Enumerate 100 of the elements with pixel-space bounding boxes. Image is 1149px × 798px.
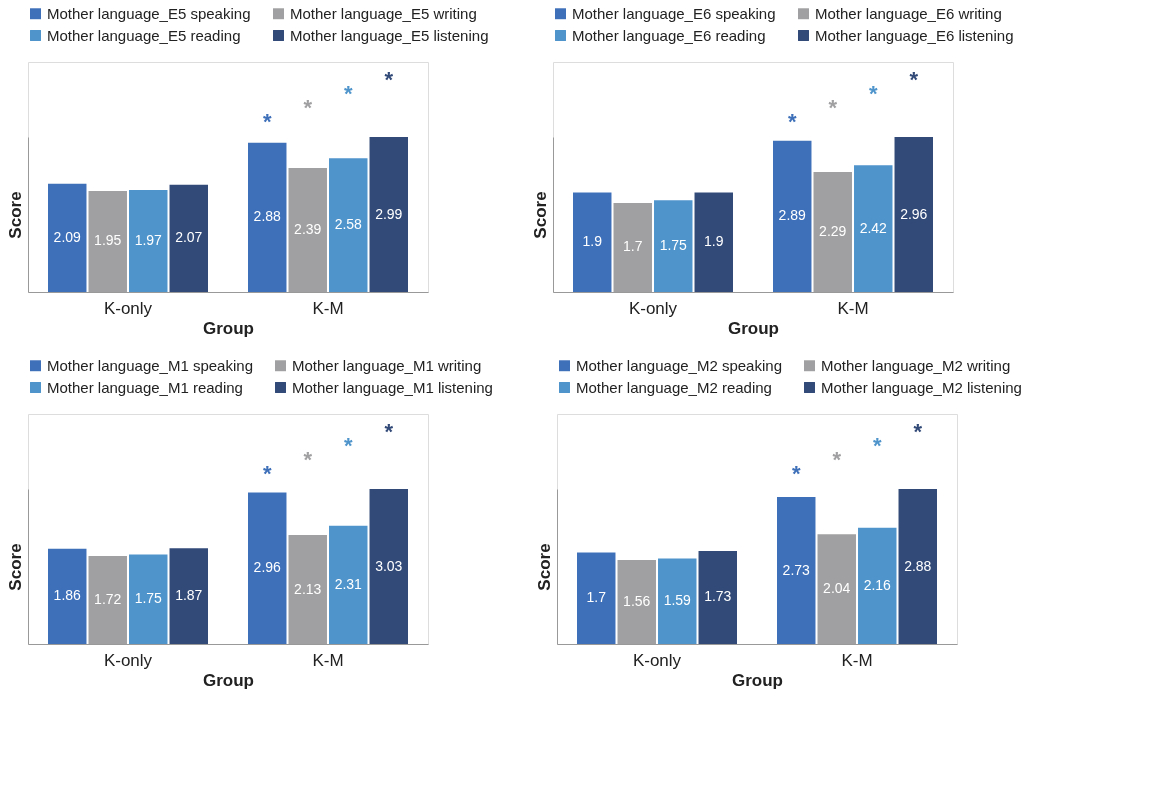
bar bbox=[129, 189, 168, 292]
bar bbox=[654, 200, 693, 292]
legend-label: Mother language_M2 writing bbox=[821, 356, 1011, 374]
y-axis-title: Score bbox=[530, 191, 550, 239]
data-label: 2.42 bbox=[859, 219, 888, 236]
legend-label: Mother language_E6 listening bbox=[815, 26, 1014, 44]
data-label: 2.16 bbox=[863, 576, 892, 593]
bar bbox=[773, 140, 812, 292]
bar bbox=[48, 183, 87, 292]
data-label: 2.29 bbox=[819, 223, 847, 240]
text: * bbox=[909, 67, 919, 92]
text: * bbox=[832, 447, 842, 472]
legend-label: Mother language_M1 speaking bbox=[47, 356, 253, 374]
data-label: 1.7 bbox=[623, 238, 643, 255]
data-label: 1.75 bbox=[134, 590, 163, 607]
x-axis-title: Group bbox=[203, 670, 254, 690]
data-label: 3.03 bbox=[375, 557, 403, 574]
data-label: 2.31 bbox=[334, 575, 363, 592]
legend-label: Mother language_E6 reading bbox=[572, 26, 766, 44]
data-label: 2.39 bbox=[294, 221, 322, 238]
data-label: 1.56 bbox=[623, 593, 651, 610]
text: * bbox=[384, 67, 394, 92]
text: * bbox=[343, 433, 353, 458]
x-tick-label: K-M bbox=[312, 298, 344, 318]
bar bbox=[577, 552, 616, 644]
legend-label: Mother language_M1 listening bbox=[292, 378, 493, 396]
data-label: 1.9 bbox=[582, 233, 603, 250]
legend-label: Mother language_E5 listening bbox=[290, 26, 489, 44]
legend-label: Mother language_M2 reading bbox=[576, 378, 772, 396]
legend-label: Mother language_M2 speaking bbox=[576, 356, 782, 374]
bar bbox=[248, 492, 287, 644]
text: * bbox=[868, 81, 878, 106]
x-axis-title: Group bbox=[732, 670, 783, 690]
legend-label: Mother language_M1 reading bbox=[47, 378, 243, 396]
bar bbox=[369, 489, 408, 644]
x-tick-label: K-only bbox=[103, 650, 153, 670]
data-label: 1.9 bbox=[704, 233, 724, 250]
bar bbox=[329, 525, 368, 644]
data-label: 1.97 bbox=[134, 231, 163, 248]
legend-label: Mother language_E6 writing bbox=[815, 4, 1002, 22]
x-tick-label: K-M bbox=[841, 650, 873, 670]
bar bbox=[129, 554, 168, 644]
data-label: 2.04 bbox=[823, 580, 851, 597]
y-axis-title: Score bbox=[5, 191, 25, 239]
text: * bbox=[791, 461, 801, 486]
data-label: 2.73 bbox=[782, 561, 811, 578]
legend-label: Mother language_M2 listening bbox=[821, 378, 1022, 396]
data-label: 1.95 bbox=[94, 232, 122, 249]
data-label: 2.88 bbox=[904, 557, 932, 574]
legend-label: Mother language_E5 writing bbox=[290, 4, 477, 22]
text: * bbox=[262, 109, 272, 134]
bar bbox=[858, 527, 897, 644]
data-label: 2.13 bbox=[294, 580, 322, 597]
data-label: 1.7 bbox=[586, 589, 607, 606]
bar bbox=[169, 184, 208, 292]
data-label: 1.86 bbox=[53, 587, 82, 604]
data-label: 1.75 bbox=[659, 237, 688, 254]
bar bbox=[573, 192, 612, 292]
data-label: 1.72 bbox=[94, 591, 122, 608]
y-axis-title: Score bbox=[5, 543, 25, 591]
legend-label: Mother language_E5 speaking bbox=[47, 4, 251, 22]
data-label: 1.73 bbox=[704, 588, 732, 605]
bar bbox=[169, 548, 208, 644]
text: * bbox=[872, 433, 882, 458]
data-label: 2.58 bbox=[334, 216, 363, 233]
data-label: 2.07 bbox=[175, 229, 203, 246]
bar bbox=[248, 142, 287, 292]
bar bbox=[694, 192, 733, 292]
x-tick-label: K-only bbox=[632, 650, 682, 670]
bar bbox=[854, 165, 893, 292]
x-axis-title: Group bbox=[203, 318, 254, 338]
bar bbox=[777, 497, 816, 644]
data-label: 2.96 bbox=[900, 205, 928, 222]
bar bbox=[894, 137, 933, 292]
bar bbox=[369, 137, 408, 292]
bar bbox=[48, 548, 87, 644]
text: * bbox=[787, 109, 797, 134]
bar bbox=[698, 550, 737, 644]
data-label: 2.99 bbox=[375, 205, 403, 222]
data-label: 2.96 bbox=[253, 559, 282, 576]
text: * bbox=[303, 447, 313, 472]
x-axis-title: Group bbox=[728, 318, 779, 338]
x-tick-label: K-only bbox=[103, 298, 153, 318]
bar bbox=[329, 158, 368, 292]
legend-label: Mother language_E5 reading bbox=[47, 26, 241, 44]
text: * bbox=[343, 81, 353, 106]
x-tick-label: K-only bbox=[628, 298, 678, 318]
x-tick-label: K-M bbox=[837, 298, 869, 318]
text: * bbox=[303, 95, 313, 120]
legend-label: Mother language_E6 speaking bbox=[572, 4, 776, 22]
x-tick-label: K-M bbox=[312, 650, 344, 670]
data-label: 1.59 bbox=[663, 592, 692, 609]
data-label: 1.87 bbox=[175, 587, 203, 604]
data-label: 2.09 bbox=[53, 228, 82, 245]
bar bbox=[898, 489, 937, 644]
text: * bbox=[384, 419, 394, 444]
text: * bbox=[262, 461, 272, 486]
y-axis-title: Score bbox=[534, 543, 554, 591]
bar bbox=[658, 558, 697, 644]
data-label: 2.89 bbox=[778, 207, 807, 224]
